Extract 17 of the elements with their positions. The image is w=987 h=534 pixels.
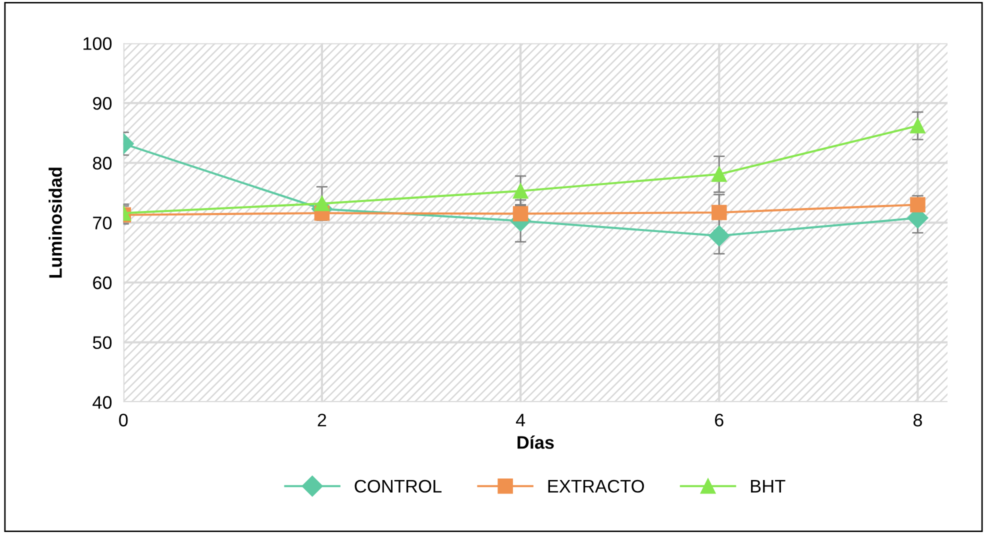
y-tick-label: 60: [93, 276, 112, 290]
x-tick-label: 0: [119, 414, 128, 426]
y-tick-label: 80: [92, 156, 112, 170]
legend-label: EXTRACTO: [548, 480, 644, 493]
legend-label: CONTROL: [354, 480, 442, 493]
y-tick-label: 90: [93, 96, 112, 110]
x-axis-title: Días: [518, 435, 554, 449]
x-tick-label: 2: [318, 414, 326, 426]
y-tick-label: 50: [92, 336, 112, 350]
x-tick-label: 6: [715, 414, 724, 426]
x-tick-label: 4: [516, 414, 526, 426]
y-tick-label: 100: [84, 37, 112, 50]
y-tick-label: 40: [92, 396, 112, 409]
x-tick-label: 8: [913, 414, 922, 426]
legend-label: BHT: [751, 480, 786, 492]
y-axis-title: Luminosidad: [48, 168, 62, 278]
y-tick-label: 70: [93, 216, 112, 230]
